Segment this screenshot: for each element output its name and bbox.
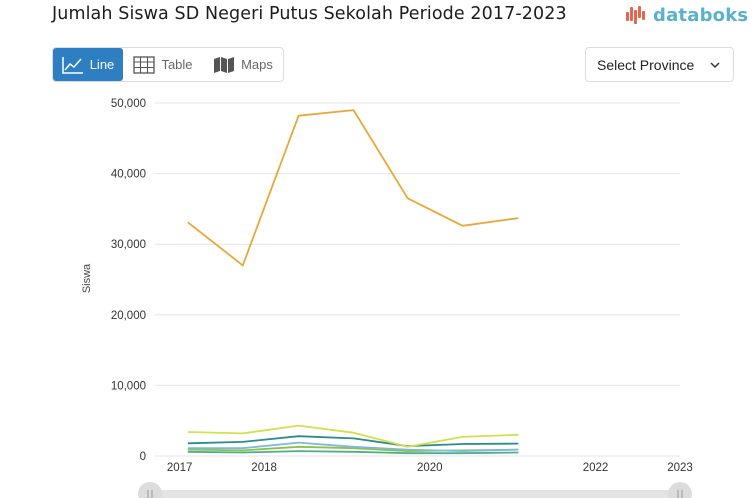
province-select[interactable]: Select Province: [585, 47, 734, 82]
y-tick-label: 50,000: [111, 98, 146, 110]
databoks-logo-text: databoks: [653, 4, 749, 26]
y-tick-label: 40,000: [111, 169, 146, 181]
line-view-button[interactable]: Line: [53, 48, 123, 81]
x-axis-ticks: 2017 2018 2020 2022 2023: [167, 462, 693, 474]
series-lines: [187, 109, 519, 455]
y-tick-label: 20,000: [111, 310, 146, 322]
x-tick-label: 2017: [167, 462, 193, 474]
chart-title: Jumlah Siswa SD Negeri Putus Sekolah Per…: [52, 4, 567, 24]
table-icon: [133, 55, 156, 74]
series-line-3[interactable]: [187, 435, 519, 448]
range-slider-track: [148, 490, 682, 498]
x-tick-label: 2018: [251, 462, 277, 474]
y-axis-ticks: 0 10,000 20,000 30,000 40,000 50,000: [111, 98, 146, 463]
series-line-2[interactable]: [187, 424, 519, 448]
grid-lines: [155, 102, 680, 457]
y-tick-label: 0: [140, 451, 146, 463]
y-tick-label: 30,000: [111, 239, 146, 251]
maps-view-button[interactable]: Maps: [203, 48, 283, 81]
view-toggle: Line Table Maps: [52, 47, 284, 82]
y-axis-label: Siswa: [81, 263, 93, 293]
table-view-button[interactable]: Table: [123, 48, 203, 81]
databoks-logo[interactable]: databoks: [625, 4, 748, 26]
line-view-label: Line: [89, 57, 115, 72]
x-tick-label: 2020: [417, 462, 443, 474]
databoks-logo-icon: [625, 4, 647, 26]
table-view-label: Table: [161, 57, 193, 72]
x-tick-label: 2023: [667, 462, 693, 474]
series-line-4[interactable]: [187, 441, 519, 453]
map-icon: [214, 56, 235, 73]
y-tick-label: 10,000: [111, 380, 146, 392]
series-line-6[interactable]: [187, 450, 519, 455]
line-chart-icon: [61, 56, 83, 74]
province-select-label: Select Province: [597, 56, 695, 73]
series-line-1[interactable]: [187, 109, 519, 267]
range-slider[interactable]: [138, 482, 692, 498]
chevron-down-icon: [710, 62, 720, 69]
range-slider-left-handle[interactable]: [138, 482, 162, 498]
range-slider-right-handle[interactable]: [668, 482, 692, 498]
x-tick-label: 2022: [583, 462, 609, 474]
maps-view-label: Maps: [241, 57, 273, 72]
